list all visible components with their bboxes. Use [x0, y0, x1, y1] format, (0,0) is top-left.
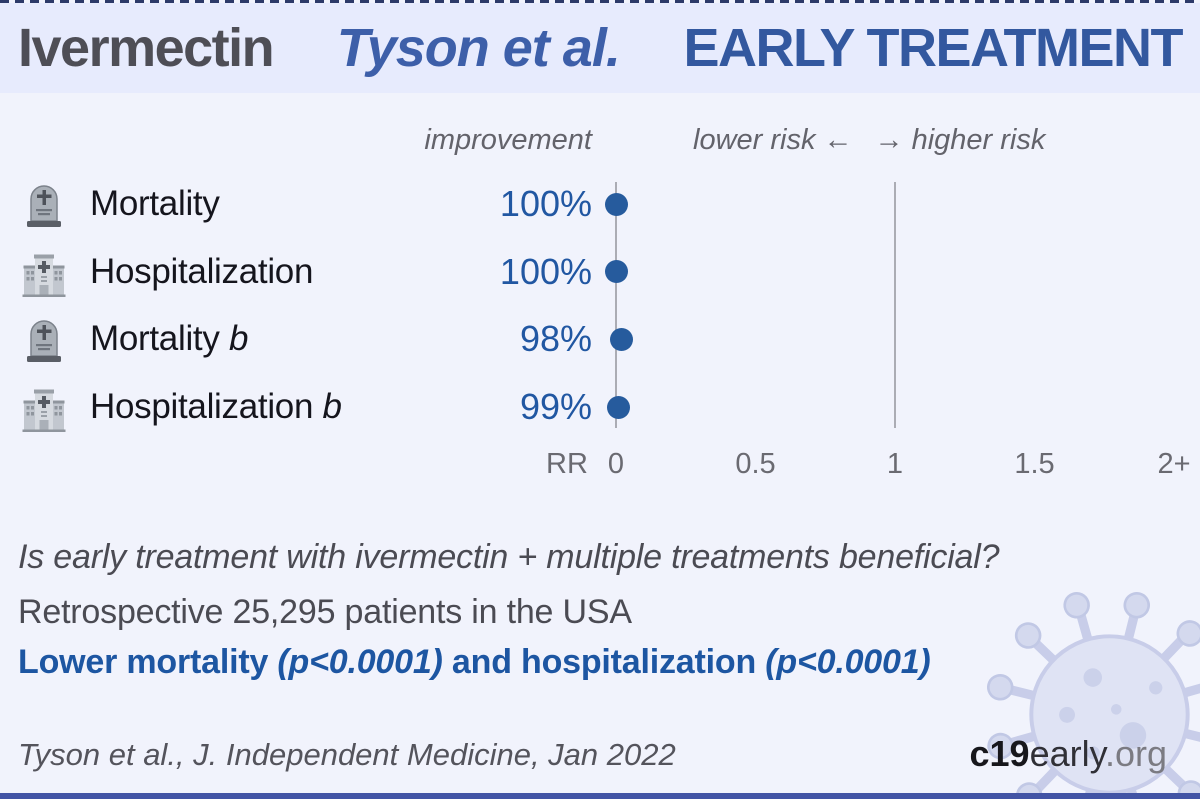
outcome-row: Mortality 100% — [0, 173, 592, 235]
rr-data-point — [607, 395, 631, 419]
brand-early: early — [1029, 733, 1105, 774]
outcome-row: Mortality b 98% — [0, 308, 592, 370]
rr-data-point — [604, 260, 628, 284]
rr-data-point — [604, 192, 628, 216]
brand-org: .org — [1104, 733, 1167, 774]
rr-axis-label: RR — [546, 448, 588, 480]
axis-tick: 2+ — [1157, 448, 1191, 480]
tombstone-icon — [20, 314, 68, 364]
improvement-value: 98% — [519, 318, 592, 360]
risk-axis-header: lower risk ← → higher risk — [693, 124, 1045, 157]
axis-tick: 0.5 — [735, 448, 776, 480]
cohort-description: Retrospective 25,295 patients in the USA — [18, 593, 632, 631]
outcome-label: Hospitalization b — [90, 387, 342, 427]
top-dashed-border — [0, 0, 1200, 3]
rr-zero-line — [615, 182, 617, 428]
tombstone-icon — [20, 179, 68, 229]
brand-c19: c19 — [969, 733, 1030, 774]
treatment-name: Ivermectin — [18, 18, 275, 78]
citation: Tyson et al., J. Independent Medicine, J… — [18, 737, 676, 772]
outcome-label: Mortality b — [90, 319, 249, 359]
improvement-column-header: improvement — [424, 124, 592, 156]
key-finding-segment: Lower mortality — [18, 643, 278, 681]
hospital-icon — [20, 382, 68, 433]
key-finding: Lower mortality (p<0.0001) and hospitali… — [18, 643, 931, 682]
key-finding-segment: and hospitalization — [442, 643, 766, 681]
stage-label: EARLY TREATMENT — [683, 18, 1183, 78]
key-finding-segment: (p<0.0001) — [277, 643, 443, 681]
outcome-label: Hospitalization — [90, 251, 314, 291]
rr-data-point — [610, 327, 634, 351]
rr-reference-line — [894, 182, 896, 428]
lower-risk-label: lower risk ← — [693, 124, 853, 156]
improvement-value: 99% — [519, 386, 592, 428]
bottom-accent-bar — [0, 793, 1200, 799]
improvement-value: 100% — [499, 250, 592, 292]
outcome-label: Mortality — [90, 184, 220, 223]
axis-tick: 1 — [886, 448, 904, 480]
site-logo: c19early.org — [970, 733, 1167, 775]
hospital-icon — [20, 247, 68, 297]
outcome-row: Hospitalization b 99% — [0, 376, 592, 438]
outcome-row: Hospitalization 100% — [0, 241, 592, 303]
improvement-value: 100% — [499, 183, 592, 224]
study-question: Is early treatment with ivermectin + mul… — [18, 538, 1000, 576]
header: Ivermectin Tyson et al. EARLY TREATMENT — [0, 3, 1200, 93]
axis-tick: 0 — [607, 448, 625, 480]
key-finding-segment: (p<0.0001) — [765, 643, 931, 681]
virus-icon — [986, 591, 1200, 799]
study-name: Tyson et al. — [336, 18, 621, 78]
axis-tick: 1.5 — [1014, 448, 1055, 480]
higher-risk-label: → higher risk — [874, 124, 1046, 156]
